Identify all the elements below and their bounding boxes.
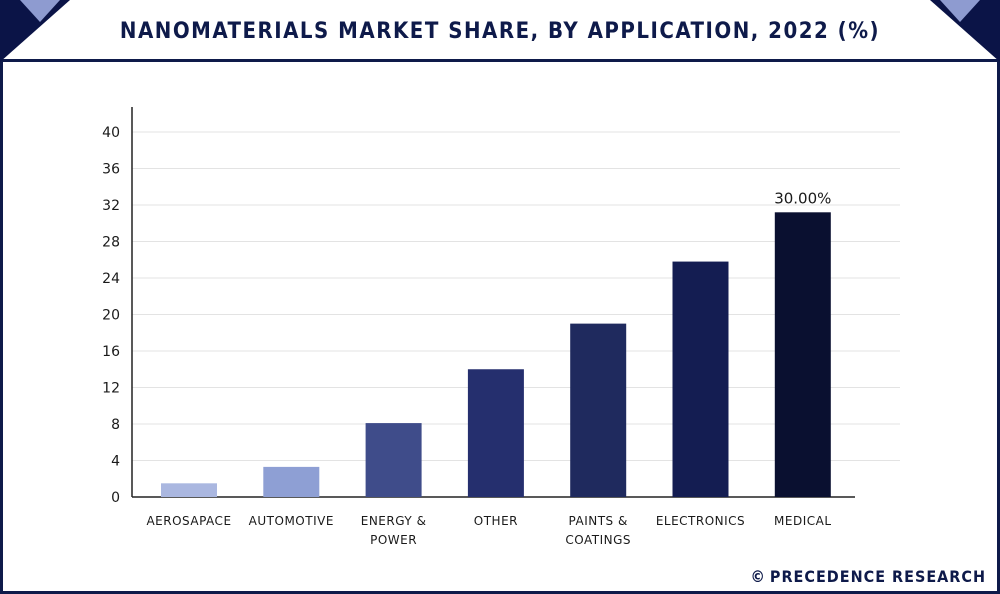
- chart-title: NANOMATERIALS MARKET SHARE, BY APPLICATI…: [119, 18, 881, 44]
- x-tick-label: ENERGY &: [361, 514, 427, 528]
- x-tick-label: OTHER: [474, 514, 518, 528]
- bar: [263, 466, 320, 497]
- data-label: 30.00%: [774, 189, 831, 207]
- corner-decoration-left: [0, 0, 70, 62]
- y-tick-label: 36: [102, 162, 120, 178]
- bar: [365, 423, 422, 497]
- bar: [467, 369, 524, 497]
- bar: [161, 483, 217, 497]
- y-tick-label: 8: [111, 417, 120, 433]
- bar: [570, 323, 627, 497]
- y-tick-label: 16: [102, 344, 120, 360]
- gridlines: [132, 131, 900, 461]
- y-tick-label: 0: [111, 490, 120, 506]
- copyright-icon: ©: [750, 567, 766, 586]
- y-tick-label: 20: [102, 308, 120, 324]
- bar: [774, 212, 831, 498]
- x-tick-label: COATINGS: [565, 533, 631, 547]
- y-tick-label: 32: [102, 198, 120, 214]
- footer-brand: © PRECEDENCE RESEARCH: [751, 567, 986, 586]
- y-tick-label: 4: [111, 454, 120, 470]
- x-tick-label: AUTOMOTIVE: [249, 514, 334, 528]
- bars: [161, 212, 831, 498]
- y-tick-label: 24: [102, 271, 120, 287]
- brand-name: PRECEDENCE RESEARCH: [769, 567, 986, 586]
- x-tick-label: ELECTRONICS: [656, 514, 745, 528]
- y-tick-label: 40: [102, 125, 120, 141]
- header-band: NANOMATERIALS MARKET SHARE, BY APPLICATI…: [0, 0, 1000, 62]
- corner-decoration-right: [930, 0, 1000, 62]
- bar: [672, 261, 729, 497]
- y-tick-label: 28: [102, 235, 120, 251]
- y-tick-label: 12: [102, 381, 120, 397]
- x-tick-label: POWER: [370, 533, 417, 547]
- x-tick-label: AEROSAPACE: [146, 514, 231, 528]
- x-tick-label: PAINTS &: [569, 514, 628, 528]
- labels: 0 4 8 12 16 20 24 28 32 36 40 AEROSAPACE AUTOMOTIVE E…: [102, 125, 831, 547]
- x-tick-label: MEDICAL: [774, 514, 832, 528]
